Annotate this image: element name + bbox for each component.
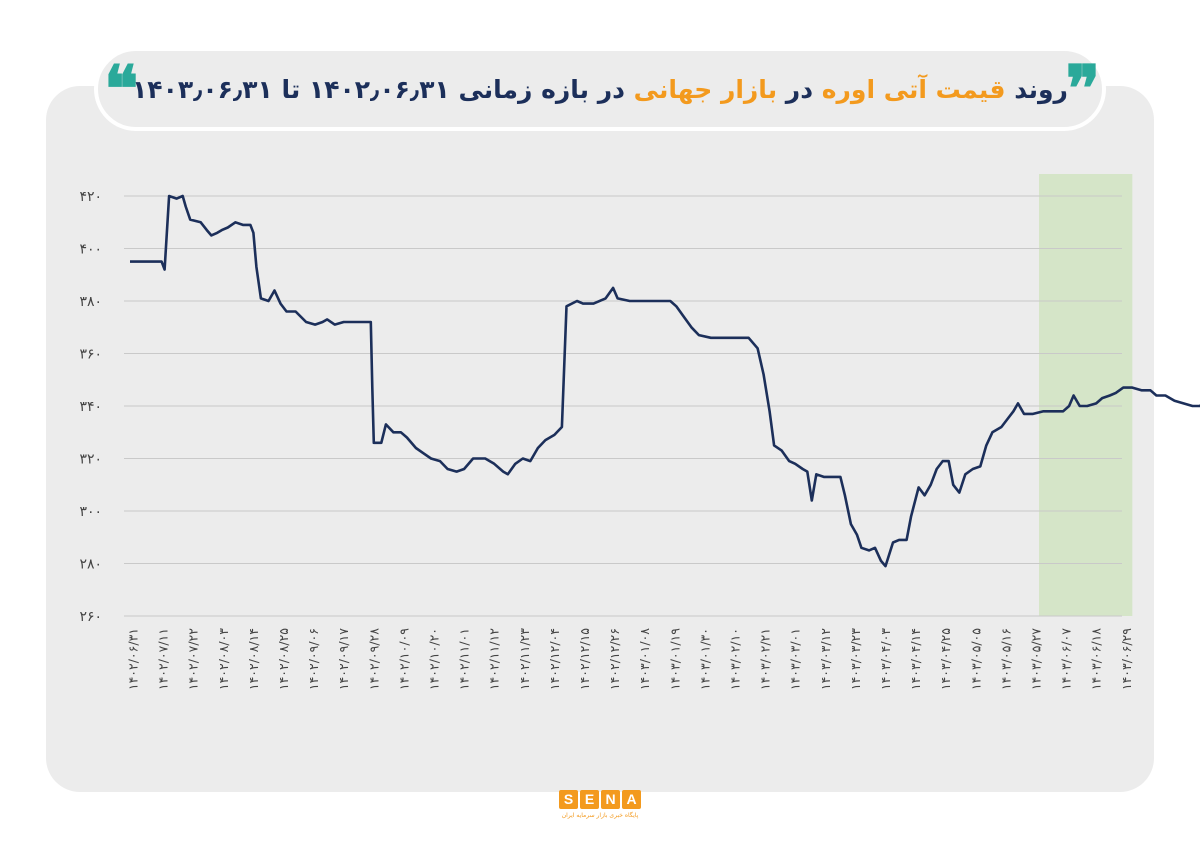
- x-tick-label: ۱۴۰۲/۰۹/۱۷: [336, 628, 351, 690]
- x-tick-label: ۱۴۰۳/۰۱/۰۸: [637, 628, 652, 690]
- x-tick-label: ۱۴۰۳/۰۴/۰۳: [878, 628, 893, 690]
- x-tick-label: ۱۴۰۳/۰۲/۱۰: [728, 628, 743, 690]
- x-tick-label: ۱۴۰۳/۰۴/۲۵: [938, 628, 953, 690]
- series-line: [130, 194, 1200, 568]
- x-tick-label: ۱۴۰۳/۰۴/۱۴: [908, 628, 923, 690]
- logo-letter-e: E: [580, 790, 599, 809]
- title-highlight: قیمت آتی اوره: [821, 74, 1006, 104]
- highlight-band: [1039, 174, 1133, 616]
- title-mid: در: [785, 74, 814, 104]
- y-tick-label: ۲۶۰: [79, 609, 102, 625]
- x-tick-label: ۱۴۰۲/۰۸/۰۳: [216, 628, 231, 690]
- y-tick-label: ۳۶۰: [79, 347, 102, 363]
- x-tick-label: ۱۴۰۳/۰۶/۰۷: [1059, 628, 1074, 690]
- logo-letter-s: S: [559, 790, 578, 809]
- x-tick-label: ۱۴۰۳/۰۵/۰۵: [968, 628, 983, 690]
- x-tick-label: ۱۴۰۲/۰۷/۱۱: [156, 628, 171, 690]
- title-prefix: روند: [1014, 74, 1068, 104]
- y-tick-label: ۴۰۰: [79, 242, 102, 258]
- chart-card: [46, 86, 1154, 792]
- x-tick-label: ۱۴۰۲/۰۹/۲۸: [366, 628, 381, 690]
- x-tick-label: ۱۴۰۲/۰۹/۰۶: [306, 628, 321, 690]
- logo-letter-n: N: [601, 790, 620, 809]
- close-quote-icon: ❝: [104, 52, 139, 127]
- y-tick-label: ۳۰۰: [79, 504, 102, 520]
- x-tick-label: ۱۴۰۳/۰۶/۱۸: [1089, 628, 1104, 690]
- x-tick-label: ۱۴۰۲/۱۱/۱۲: [487, 628, 502, 690]
- title-banner: روند قیمت آتی اوره در بازار جهانی در باز…: [94, 47, 1106, 131]
- x-tick-label: ۱۴۰۳/۰۵/۱۶: [998, 628, 1013, 690]
- y-tick-label: ۴۲۰: [79, 189, 102, 205]
- title-suffix: در بازه زمانی ۱۴۰۲٫۰۶٫۳۱ تا ۱۴۰۳٫۰۶٫۳۱: [132, 74, 625, 104]
- y-tick-label: ۳۲۰: [79, 452, 102, 468]
- y-tick-label: ۳۸۰: [79, 294, 102, 310]
- x-tick-label: ۱۴۰۳/۰۱/۳۰: [697, 628, 712, 690]
- x-tick-label: ۱۴۰۳/۰۵/۲۷: [1029, 628, 1044, 690]
- x-tick-label: ۱۴۰۲/۰۷/۲۲: [186, 628, 201, 690]
- x-tick-label: ۱۴۰۳/۰۲/۲۱: [758, 628, 773, 690]
- x-tick-label: ۱۴۰۳/۰۳/۰۱: [788, 628, 803, 690]
- y-tick-label: ۲۸۰: [79, 557, 102, 573]
- x-tick-label: ۱۴۰۲/۱۲/۰۴: [547, 628, 562, 690]
- x-tick-label: ۱۴۰۳/۰۶/۲۹: [1119, 628, 1134, 690]
- x-tick-label: ۱۴۰۲/۱۰/۲۰: [427, 628, 442, 690]
- x-tick-label: ۱۴۰۲/۰۸/۲۵: [276, 628, 291, 690]
- x-tick-label: ۱۴۰۲/۱۲/۱۵: [577, 628, 592, 690]
- title-highlight-2: بازار جهانی: [633, 74, 778, 104]
- logo-letter-a: A: [622, 790, 641, 809]
- x-tick-label: ۱۴۰۲/۱۱/۰۱: [457, 628, 472, 690]
- logo-subtitle: پایگاه خبری بازار سرمایه ایران: [561, 812, 639, 819]
- x-tick-label: ۱۴۰۲/۱۰/۰۹: [396, 628, 411, 690]
- y-tick-label: ۳۴۰: [79, 399, 102, 415]
- x-tick-label: ۱۴۰۲/۰۶/۳۱: [126, 628, 141, 690]
- x-tick-label: ۱۴۰۳/۰۳/۱۲: [818, 628, 833, 690]
- x-tick-label: ۱۴۰۲/۰۸/۱۴: [246, 628, 261, 690]
- x-tick-label: ۱۴۰۳/۰۳/۲۳: [848, 628, 863, 690]
- x-tick-label: ۱۴۰۲/۱۱/۲۳: [517, 628, 532, 690]
- page-title: روند قیمت آتی اوره در بازار جهانی در باز…: [132, 75, 1068, 104]
- x-tick-label: ۱۴۰۲/۱۲/۲۶: [607, 628, 622, 690]
- x-tick-label: ۱۴۰۳/۰۱/۱۹: [667, 628, 682, 690]
- open-quote-icon: ❞: [1065, 52, 1100, 127]
